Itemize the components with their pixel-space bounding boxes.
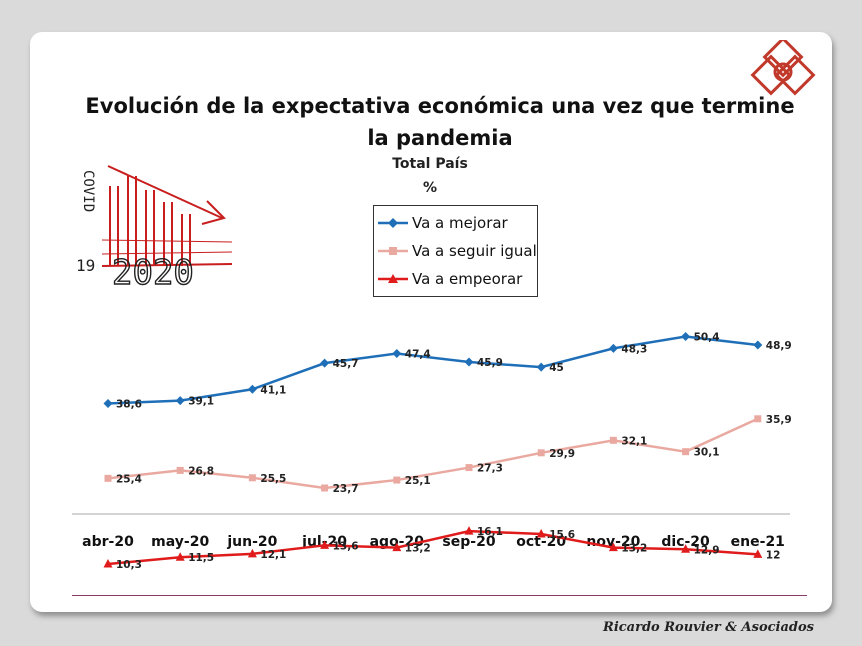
doodle-19-text: 19 (76, 256, 95, 275)
data-point (681, 331, 691, 341)
legend-swatch-mejorar (378, 218, 408, 228)
legend-item-empeorar: Va a empeorar (374, 265, 537, 293)
chart-title: Evolución de la expectativa económica un… (85, 94, 795, 150)
data-label: 13,2 (621, 543, 647, 555)
x-tick-label: may-20 (151, 534, 209, 550)
data-label: 25,4 (116, 473, 142, 485)
data-label: 12 (766, 549, 781, 561)
data-label: 45 (549, 362, 564, 374)
x-tick-label: sep-20 (442, 534, 495, 550)
x-tick-label: jun-20 (226, 534, 277, 550)
legend-item-mejorar: Va a mejorar (374, 209, 537, 237)
data-label: 13,6 (333, 540, 359, 552)
data-point (536, 362, 546, 372)
data-point (321, 484, 329, 492)
data-point (608, 343, 618, 353)
data-label: 50,4 (694, 331, 720, 343)
data-point (392, 542, 402, 552)
legend-item-igual: Va a seguir igual (374, 237, 537, 265)
data-label: 12,1 (260, 549, 286, 561)
doodle-year-text: 2020 (112, 253, 194, 291)
legend-label-igual: Va a seguir igual (412, 242, 537, 260)
covid-2020-doodle: COVID 19 2020 (76, 165, 233, 291)
chart-legend: Va a mejorar Va a seguir igual Va a empe… (373, 205, 538, 297)
legend-swatch-igual (378, 247, 408, 255)
data-point (681, 544, 691, 553)
legend-swatch-empeorar (378, 274, 408, 283)
data-label: 38,6 (116, 398, 142, 410)
series-line-2 (107, 529, 758, 566)
legend-label-empeorar: Va a empeorar (412, 270, 523, 288)
data-point (320, 540, 330, 549)
data-point (248, 474, 256, 482)
series-line-0 (107, 335, 758, 405)
series-line-1 (107, 417, 759, 490)
x-tick-label: ene-21 (731, 534, 785, 550)
data-label: 29,9 (549, 448, 575, 460)
slide-card (30, 32, 832, 612)
data-label: 45,9 (477, 357, 503, 369)
data-point (608, 542, 618, 552)
data-label: 11,5 (188, 552, 214, 564)
legend-label-mejorar: Va a mejorar (412, 214, 508, 232)
data-point (754, 415, 762, 423)
x-tick-label: oct-20 (516, 534, 566, 550)
brand-name: Ricardo Rouvier & Asociados (603, 620, 814, 635)
data-label: 15,6 (549, 529, 575, 541)
data-point (175, 396, 185, 406)
data-label: 41,1 (260, 384, 286, 396)
data-label: 35,9 (766, 414, 792, 426)
data-label: 16,1 (477, 526, 503, 538)
data-point (392, 349, 402, 359)
chart-unit: % (422, 180, 438, 196)
data-label: 13,2 (405, 543, 431, 555)
data-label: 26,8 (188, 465, 214, 477)
footer-divider (72, 595, 807, 596)
data-label: 25,5 (260, 473, 286, 485)
data-point (682, 448, 690, 456)
data-label: 48,3 (621, 343, 647, 355)
x-tick-label: abr-20 (82, 534, 134, 550)
data-point (536, 528, 546, 538)
data-point (753, 549, 763, 558)
data-label: 23,7 (333, 483, 359, 495)
data-point (247, 548, 257, 558)
data-point (537, 449, 545, 457)
data-label: 27,3 (477, 463, 503, 475)
data-point (465, 464, 473, 472)
data-point (103, 559, 113, 568)
chart-subtitle: Total País (392, 156, 468, 172)
doodle-covid-text: COVID (80, 170, 96, 212)
data-point (175, 552, 185, 561)
data-label: 30,1 (694, 447, 720, 459)
data-point (104, 474, 112, 482)
data-label: 48,9 (766, 340, 792, 352)
brand-logo-icon (750, 40, 816, 96)
data-label: 25,1 (405, 475, 431, 487)
data-point (609, 436, 617, 444)
data-point (320, 358, 330, 368)
data-label: 32,1 (621, 435, 647, 447)
data-point (393, 476, 401, 484)
data-point (753, 340, 763, 350)
data-label: 12,9 (694, 544, 720, 556)
data-point (464, 526, 474, 535)
data-point (464, 357, 474, 367)
data-point (247, 384, 257, 394)
data-label: 47,4 (405, 349, 431, 361)
x-tick-label: dic-20 (661, 534, 710, 550)
data-point (176, 466, 184, 474)
data-point (103, 398, 113, 408)
data-label: 45,7 (333, 358, 359, 370)
data-label: 39,1 (188, 396, 214, 408)
data-label: 10,3 (116, 559, 142, 571)
